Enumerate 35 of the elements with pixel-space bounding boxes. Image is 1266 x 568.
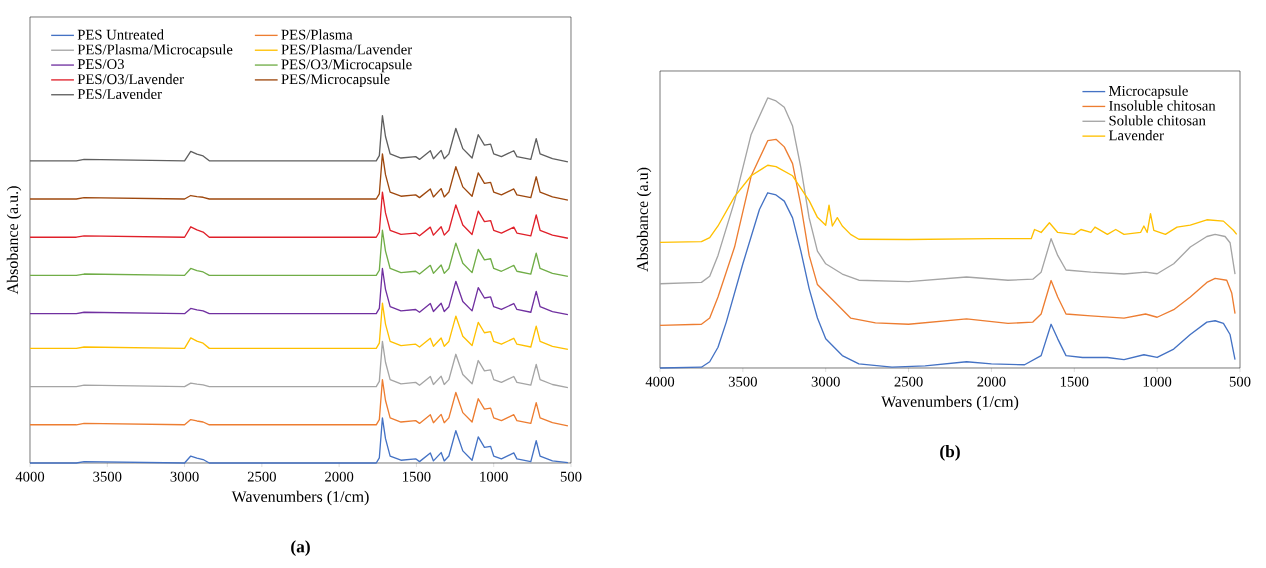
x-tick-label: 3000 — [811, 376, 840, 387]
x-tick-label: 500 — [1229, 376, 1251, 387]
x-tick-label: 1000 — [480, 471, 508, 482]
legend-label: Microcapsule — [1108, 85, 1188, 99]
legend-label: PES/Plasma/Microcapsule — [77, 44, 233, 58]
x-tick-label: 500 — [560, 471, 582, 482]
x-tick-label: 4000 — [15, 471, 45, 482]
x-tick-label: 2000 — [977, 376, 1006, 387]
text: (a) — [291, 540, 310, 557]
legend-label: PES/Microcapsule — [281, 73, 390, 88]
x-axis-title: Wavenumbers (1/cm) — [881, 395, 1019, 411]
legend-label: PES/Lavender — [77, 88, 162, 99]
x-tick-label: 2500 — [894, 376, 923, 387]
x-tick-label: 2000 — [325, 471, 354, 482]
x-tick-label: 3500 — [93, 471, 122, 482]
x-tick-label: 1500 — [1060, 376, 1089, 387]
x-tick-label: 2500 — [247, 471, 276, 482]
legend-label: PES/O3/Lavender — [77, 73, 184, 85]
legend-label: PES/O3/Microcapsule — [281, 58, 412, 73]
x-axis-title: Wavenumbers (1/cm) — [231, 490, 369, 506]
legend-label: PES Untreated — [77, 29, 164, 40]
legend-label: PES/O3 — [77, 59, 124, 70]
y-axis-title: Absobance (a.u) — [636, 167, 652, 272]
legend-label: Lavender — [1108, 130, 1164, 141]
text: (b) — [940, 445, 960, 461]
legend-label: PES/Plasma — [281, 29, 353, 40]
x-tick-label: 4000 — [645, 376, 675, 387]
x-tick-label: 1500 — [403, 471, 431, 482]
x-tick-label: 3000 — [170, 471, 199, 482]
y-axis-title: Absobance (a.u.) — [6, 186, 22, 295]
legend-label: Soluble chitosan — [1109, 115, 1206, 126]
x-tick-label: 3500 — [728, 376, 757, 387]
legend-label: PES/Plasma/Lavender — [281, 44, 412, 55]
x-tick-label: 1000 — [1143, 376, 1172, 387]
legend-label: Insoluble chitosan — [1109, 100, 1216, 111]
